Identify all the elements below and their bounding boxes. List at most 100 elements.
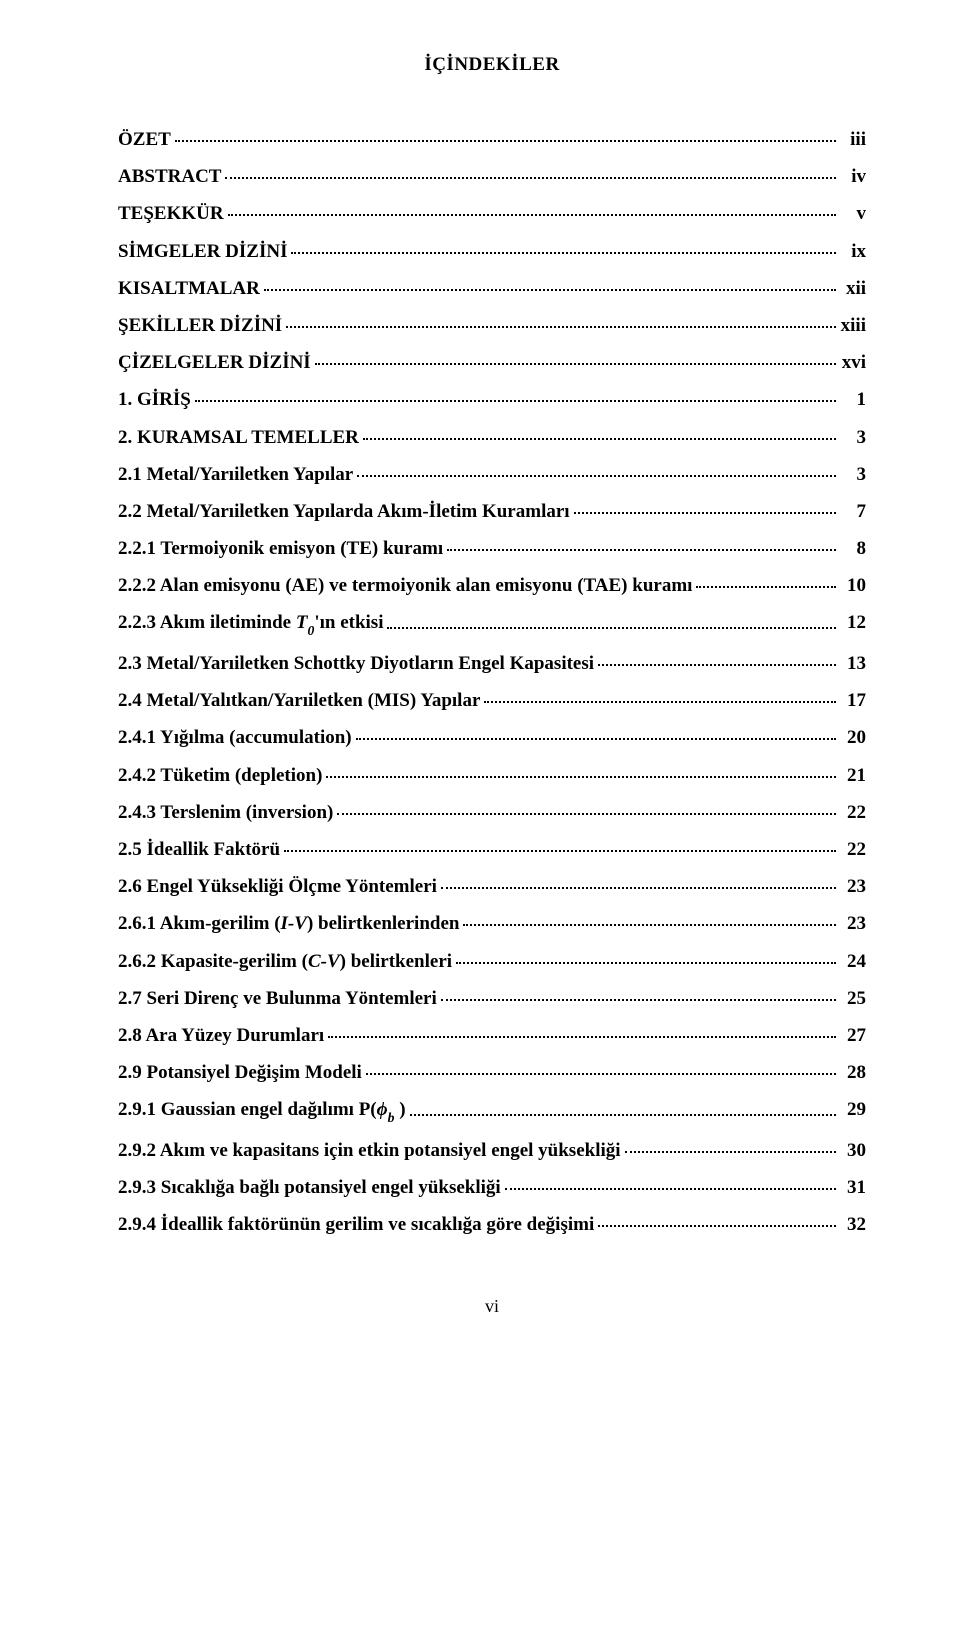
toc-label: 2.1 Metal/Yarıiletken Yapılar <box>118 465 353 484</box>
toc-page: 8 <box>840 539 866 558</box>
toc-page: xiii <box>840 316 866 335</box>
toc-row: ÖZET iii <box>118 130 866 149</box>
toc-label: ABSTRACT <box>118 167 221 186</box>
toc-leader-dots <box>625 1151 836 1153</box>
toc-label: 2.9 Potansiyel Değişim Modeli <box>118 1063 362 1082</box>
toc-label: SİMGELER DİZİNİ <box>118 242 287 261</box>
toc-row: 2.4.2 Tüketim (depletion)21 <box>118 766 866 785</box>
toc-row: 2.2.1 Termoiyonik emisyon (TE) kuramı 8 <box>118 539 866 558</box>
toc-label: 2.6.2 Kapasite-gerilim (C-V) belirtkenle… <box>118 952 452 971</box>
toc-page: 23 <box>840 914 866 933</box>
toc-label: 2.9.2 Akım ve kapasitans için etkin pota… <box>118 1141 621 1160</box>
toc-row: 2.2.3 Akım iletiminde T0'ın etkisi12 <box>118 613 866 635</box>
toc-leader-dots <box>326 776 836 778</box>
toc-row: 2. KURAMSAL TEMELLER 3 <box>118 428 866 447</box>
toc-leader-dots <box>456 962 836 964</box>
toc-label: ŞEKİLLER DİZİNİ <box>118 316 282 335</box>
toc-page: 22 <box>840 840 866 859</box>
toc-leader-dots <box>225 177 836 179</box>
toc-page: 27 <box>840 1026 866 1045</box>
toc-leader-dots <box>357 475 836 477</box>
toc-label: 2.9.1 Gaussian engel dağılımı P(ϕb ) <box>118 1100 406 1122</box>
toc-label: 2.2.1 Termoiyonik emisyon (TE) kuramı <box>118 539 443 558</box>
page-number-footer: vi <box>118 1296 866 1317</box>
toc-label: 1. GİRİŞ <box>118 390 191 409</box>
toc-leader-dots <box>337 813 836 815</box>
toc-row: 1. GİRİŞ 1 <box>118 390 866 409</box>
toc-label: ÖZET <box>118 130 171 149</box>
toc-leader-dots <box>286 326 836 328</box>
toc-leader-dots <box>315 363 836 365</box>
toc-label: 2. KURAMSAL TEMELLER <box>118 428 359 447</box>
toc-leader-dots <box>356 738 836 740</box>
toc-page: 1 <box>840 390 866 409</box>
toc-leader-dots <box>598 664 836 666</box>
toc-leader-dots <box>195 400 836 402</box>
toc-page: 7 <box>840 502 866 521</box>
toc-row: 2.9.3 Sıcaklığa bağlı potansiyel engel y… <box>118 1178 866 1197</box>
toc-row: 2.1 Metal/Yarıiletken Yapılar3 <box>118 465 866 484</box>
toc-label: 2.4.3 Terslenim (inversion) <box>118 803 333 822</box>
document-title: İÇİNDEKİLER <box>118 54 866 76</box>
toc-leader-dots <box>363 438 836 440</box>
toc-leader-dots <box>328 1036 836 1038</box>
toc-page: iii <box>840 130 866 149</box>
toc-row: 2.9.4 İdeallik faktörünün gerilim ve sıc… <box>118 1215 866 1234</box>
toc-label: 2.6 Engel Yüksekliği Ölçme Yöntemleri <box>118 877 437 896</box>
toc-page: xvi <box>840 353 866 372</box>
toc-row: ŞEKİLLER DİZİNİ xiii <box>118 316 866 335</box>
toc-page: 30 <box>840 1141 866 1160</box>
toc-page: 29 <box>840 1100 866 1119</box>
toc-leader-dots <box>410 1114 836 1116</box>
toc-page: xii <box>840 279 866 298</box>
toc-label: 2.2.2 Alan emisyonu (AE) ve termoiyonik … <box>118 576 692 595</box>
toc-label: 2.9.3 Sıcaklığa bağlı potansiyel engel y… <box>118 1178 501 1197</box>
toc-leader-dots <box>441 999 836 1001</box>
toc-row: 2.9.1 Gaussian engel dağılımı P(ϕb ) 29 <box>118 1100 866 1122</box>
toc-row: 2.5 İdeallik Faktörü 22 <box>118 840 866 859</box>
toc-page: 10 <box>840 576 866 595</box>
toc-page: 21 <box>840 766 866 785</box>
toc-label: 2.3 Metal/Yarıiletken Schottky Diyotları… <box>118 654 594 673</box>
toc-row: 2.9 Potansiyel Değişim Modeli 28 <box>118 1063 866 1082</box>
toc-leader-dots <box>175 140 836 142</box>
toc-page: 32 <box>840 1215 866 1234</box>
toc-page: 25 <box>840 989 866 1008</box>
toc-leader-dots <box>696 586 836 588</box>
toc-row: ÇİZELGELER DİZİNİxvi <box>118 353 866 372</box>
toc-leader-dots <box>264 289 836 291</box>
toc-row: ABSTRACT iv <box>118 167 866 186</box>
toc-row: KISALTMALARxii <box>118 279 866 298</box>
toc-row: SİMGELER DİZİNİ ix <box>118 242 866 261</box>
toc-label: 2.5 İdeallik Faktörü <box>118 840 280 859</box>
toc-page: 3 <box>840 428 866 447</box>
toc-page: 31 <box>840 1178 866 1197</box>
toc-page: 28 <box>840 1063 866 1082</box>
toc-leader-dots <box>463 924 836 926</box>
toc-leader-dots <box>598 1225 836 1227</box>
toc-row: 2.7 Seri Direnç ve Bulunma Yöntemleri25 <box>118 989 866 1008</box>
toc-leader-dots <box>366 1073 836 1075</box>
toc-row: TEŞEKKÜRv <box>118 204 866 223</box>
toc-row: 2.4.1 Yığılma (accumulation)20 <box>118 728 866 747</box>
toc-label: 2.6.1 Akım-gerilim (I-V) belirtkenlerind… <box>118 914 459 933</box>
toc-label: 2.9.4 İdeallik faktörünün gerilim ve sıc… <box>118 1215 594 1234</box>
toc-page: iv <box>840 167 866 186</box>
toc-leader-dots <box>441 887 836 889</box>
toc-label: 2.4.1 Yığılma (accumulation) <box>118 728 352 747</box>
toc-page: 22 <box>840 803 866 822</box>
toc-row: 2.9.2 Akım ve kapasitans için etkin pota… <box>118 1141 866 1160</box>
toc-row: 2.6.2 Kapasite-gerilim (C-V) belirtkenle… <box>118 952 866 971</box>
toc-row: 2.8 Ara Yüzey Durumları 27 <box>118 1026 866 1045</box>
toc-leader-dots <box>291 252 836 254</box>
table-of-contents: ÖZET iii ABSTRACT iv TEŞEKKÜRv SİMGELER DİZİN… <box>118 130 866 1234</box>
toc-row: 2.2 Metal/Yarıiletken Yapılarda Akım-İle… <box>118 502 866 521</box>
toc-row: 2.6.1 Akım-gerilim (I-V) belirtkenlerind… <box>118 914 866 933</box>
toc-label: 2.8 Ara Yüzey Durumları <box>118 1026 324 1045</box>
toc-page: 13 <box>840 654 866 673</box>
toc-leader-dots <box>484 701 836 703</box>
toc-label: 2.4 Metal/Yalıtkan/Yarıiletken (MIS) Yap… <box>118 691 480 710</box>
toc-page: 24 <box>840 952 866 971</box>
toc-row: 2.6 Engel Yüksekliği Ölçme Yöntemleri23 <box>118 877 866 896</box>
toc-page: ix <box>840 242 866 261</box>
